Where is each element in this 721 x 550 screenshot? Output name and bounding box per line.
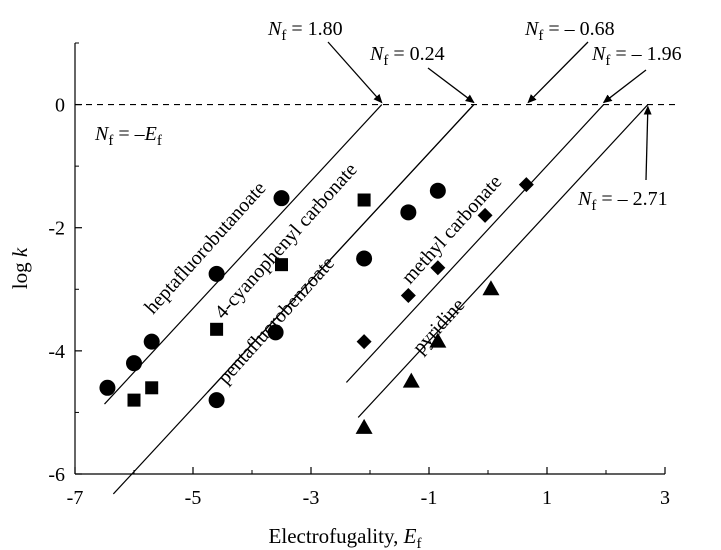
- nf-annotation-4: Nf = – 2.71: [577, 188, 668, 214]
- nf-annotation-sub: f: [383, 53, 388, 69]
- x-tick-label: -5: [185, 487, 202, 509]
- y-axis-title: log k: [8, 247, 32, 289]
- nf-annotation-value: = – 0.68: [543, 18, 614, 40]
- x-axis-title-sub: f: [416, 536, 421, 550]
- x-axis-title: Electrofugality, Ef: [269, 524, 422, 550]
- nf-annotation-value: = 1.80: [286, 18, 342, 40]
- nf-annotation-var: N: [524, 18, 540, 40]
- ref-label-e: E: [144, 123, 157, 145]
- series-label-2: pentafluorobenzoate: [213, 252, 339, 388]
- y-tick-label: -6: [48, 464, 65, 486]
- point-0-1: [126, 355, 142, 372]
- nf-annotation-value: = – 2.71: [596, 188, 667, 210]
- point-4-0: [355, 418, 373, 434]
- point-1-0: [127, 393, 141, 407]
- point-0-3: [208, 265, 225, 282]
- y-tick-label: 0: [55, 95, 65, 117]
- point-1-3: [275, 258, 288, 272]
- fit-line-4: [357, 104, 649, 418]
- point-2-4: [429, 182, 446, 199]
- x-tick-label: -1: [421, 487, 438, 509]
- nf-arrow-3: [602, 69, 647, 104]
- nf-annotation-value: = 0.24: [388, 43, 444, 65]
- x-tick-label: 1: [542, 487, 552, 509]
- ref-label-sub: f: [108, 133, 113, 149]
- point-0-0: [99, 379, 116, 396]
- point-3-1: [400, 287, 416, 303]
- point-4-3: [482, 280, 500, 296]
- x-tick-label: -7: [67, 487, 84, 509]
- point-0-4: [273, 190, 290, 207]
- point-4-1: [402, 372, 420, 388]
- point-3-0: [356, 334, 372, 350]
- nf-annotation-value: = – 1.96: [610, 43, 681, 65]
- y-tick-label: -2: [48, 218, 65, 240]
- fit-line-0: [104, 104, 383, 405]
- axes: -7 -5 -3 -1 1 3 -6 -4 -2 0 Electrofugality, Ef log …: [8, 42, 670, 550]
- point-2-0: [208, 392, 225, 409]
- point-4-2: [429, 332, 447, 348]
- point-3-2: [430, 260, 446, 276]
- reference-line-label: Nf = –Ef: [94, 123, 162, 149]
- nf-annotation-var: N: [577, 188, 593, 210]
- nf-annotation-2: Nf = – 0.68: [524, 18, 615, 44]
- point-3-4: [518, 177, 534, 193]
- nf-arrow-1: [427, 67, 475, 104]
- fit-line-2: [207, 104, 475, 393]
- series-label-0: heptafluorobutanoate: [140, 177, 270, 318]
- reference-line-group: Nf = –Ef: [75, 103, 675, 149]
- fit-lines: [104, 104, 649, 495]
- nf-annotation-1: Nf = 0.24: [369, 43, 445, 69]
- x-axis-title-var: E: [403, 524, 417, 548]
- x-tick-label: -3: [303, 487, 320, 509]
- nf-annotation-sub: f: [591, 198, 596, 214]
- nf-annotation-var: N: [267, 18, 283, 40]
- nf-annotation-3: Nf = – 1.96: [591, 43, 682, 69]
- point-3-3: [477, 207, 493, 223]
- ref-label-n: N: [94, 123, 110, 145]
- point-2-2: [356, 250, 373, 267]
- fit-line-3: [345, 104, 605, 383]
- y-tick-label: -4: [48, 341, 65, 363]
- nf-arrow-2: [527, 41, 589, 104]
- nf-arrow-4: [643, 105, 652, 181]
- data-markers: [99, 177, 534, 434]
- x-tick-label: 3: [660, 487, 670, 509]
- nf-annotation-var: N: [369, 43, 385, 65]
- nf-annotation-sub: f: [538, 28, 543, 44]
- point-1-2: [210, 322, 224, 336]
- point-2-3: [400, 204, 417, 221]
- x-axis-title-main: Electrofugality,: [269, 524, 404, 548]
- y-axis-title-main: log: [8, 257, 32, 289]
- ref-label-esub: f: [157, 133, 162, 149]
- point-1-1: [145, 381, 159, 395]
- y-axis-title-var: k: [8, 247, 32, 257]
- nf-annotation-sub: f: [281, 28, 286, 44]
- point-2-1: [267, 324, 284, 341]
- nf-annotation-sub: f: [605, 53, 610, 69]
- series-label-4: pyridine: [408, 294, 469, 358]
- point-1-4: [357, 193, 371, 207]
- point-0-2: [143, 333, 160, 350]
- nf-annotation-var: N: [591, 43, 607, 65]
- nf-annotation-0: Nf = 1.80: [267, 18, 343, 44]
- series-label-3: methyl carbonate: [397, 171, 506, 289]
- nf-arrow-0: [327, 41, 383, 104]
- ref-label-eq: = –: [113, 123, 145, 145]
